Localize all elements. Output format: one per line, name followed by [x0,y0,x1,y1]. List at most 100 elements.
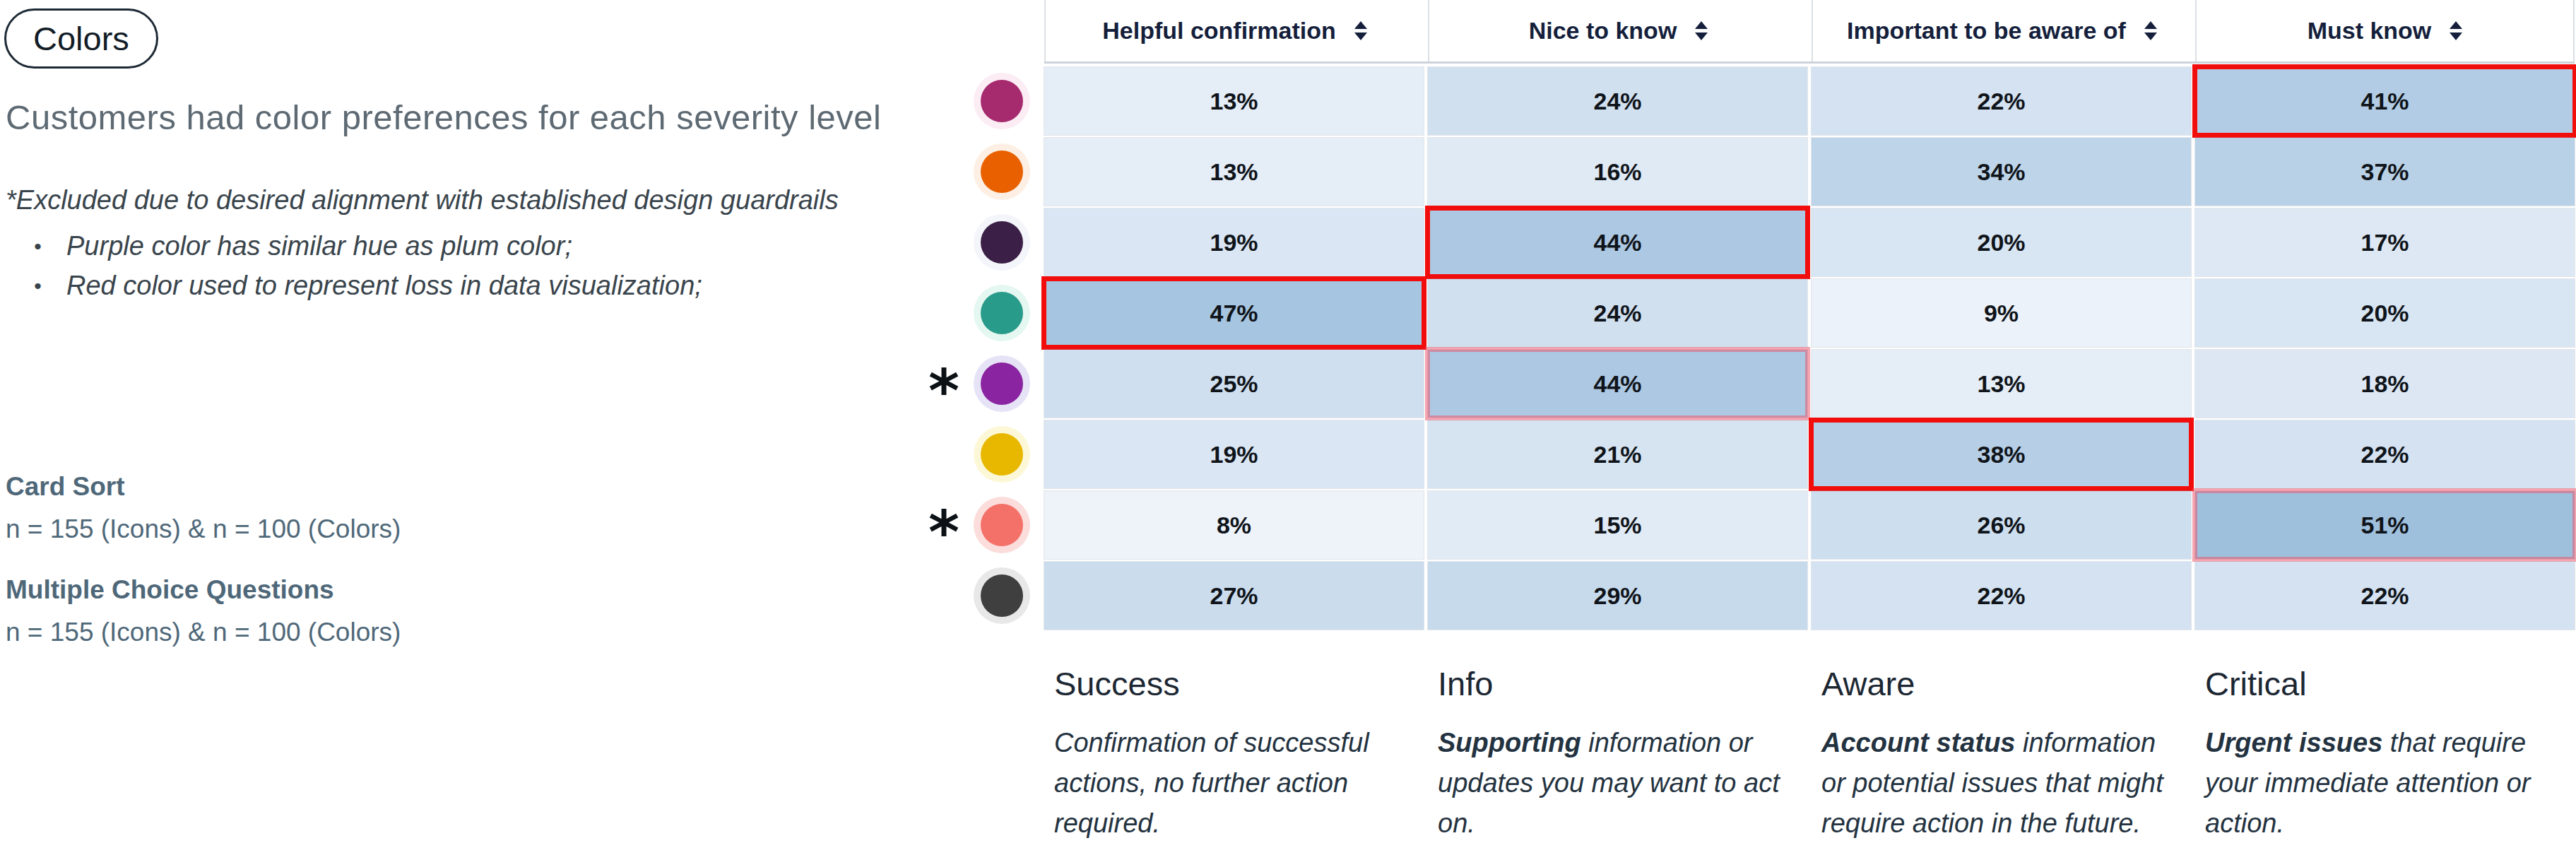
cell-plum-must-know: 17% [2195,208,2575,276]
sort-down-arrow-icon [2144,33,2157,40]
sort-down-arrow-icon [1695,33,1708,40]
sort-icon[interactable] [2450,21,2462,40]
table-row-berry: 13%24%22%41% [1044,67,2575,135]
sort-down-arrow-icon [1354,33,1367,40]
cell-purple-important-to-be-aware-of: 13% [1812,350,2191,418]
table-body: 13%24%22%41%13%16%34%37%19%44%20%17%47%2… [1044,67,2575,630]
cell-teal-must-know: 20% [2195,279,2575,347]
table-row-yellow: 19%21%38%22% [1044,420,2575,488]
sort-up-arrow-icon [1695,21,1708,29]
cell-berry-helpful-confirmation: 13% [1044,67,1424,135]
legend-success: Success Confirmation of successful action… [1044,664,1424,844]
cell-gray-helpful-confirmation: 27% [1044,562,1424,630]
legend-description: Urgent issues that require your immediat… [2205,723,2551,844]
legend-critical: Critical Urgent issues that require your … [2195,664,2575,844]
swatch-dot-red [981,504,1023,546]
method-sample-size: n = 155 (Icons) & n = 100 (Colors) [6,514,401,544]
color-swatch-gray [974,567,1030,624]
legend-title: Critical [2205,664,2575,703]
color-swatch-orange [974,143,1030,200]
color-swatch-yellow [974,426,1030,483]
cell-red-nice-to-know: 15% [1428,491,1807,559]
cell-plum-important-to-be-aware-of: 20% [1812,208,2191,276]
legend-title: Info [1438,664,1807,703]
legend-title: Success [1054,664,1424,703]
cell-yellow-important-to-be-aware-of-highlighted: 38% [1812,420,2191,488]
sort-icon[interactable] [1354,21,1367,40]
color-swatch-plum [974,214,1030,271]
slide-canvas: Colors Customers had color preferences f… [0,0,2576,855]
preference-heatmap-table: Helpful confirmation Nice to know Importan… [1044,0,2575,630]
cell-yellow-helpful-confirmation: 19% [1044,420,1424,488]
column-header-important-to-be-aware-of[interactable]: Important to be aware of [1812,0,2191,61]
sort-up-arrow-icon [2450,21,2462,29]
swatch-dot-purple [981,362,1023,405]
column-header-label: Nice to know [1529,17,1677,45]
cell-plum-nice-to-know-highlighted: 44% [1428,208,1807,276]
severity-legend: Success Confirmation of successful action… [1044,664,2575,844]
column-header-label: Must know [2308,17,2432,45]
legend-aware: Aware Account status information or poten… [1812,664,2191,844]
cell-orange-nice-to-know: 16% [1428,138,1807,206]
method-name-card-sort: Card Sort [6,472,401,502]
legend-description: Account status information or potential … [1821,723,2168,844]
cell-berry-nice-to-know: 24% [1428,67,1807,135]
swatch-dot-plum [981,221,1023,264]
cell-yellow-must-know: 22% [2195,420,2575,488]
legend-description: Confirmation of successful actions, no f… [1054,723,1400,844]
excluded-asterisk-purple: * [924,370,964,412]
cell-red-helpful-confirmation: 8% [1044,491,1424,559]
sort-icon[interactable] [2144,21,2157,40]
sort-up-arrow-icon [2144,21,2157,29]
swatch-dot-teal [981,292,1023,334]
bullet-dot: • [34,268,66,303]
exclusion-note-list: •Purple color has similar hue as plum co… [6,228,995,303]
cell-plum-helpful-confirmation: 19% [1044,208,1424,276]
exclusion-notes: *Excluded due to desired alignment with … [6,185,995,307]
legend-title: Aware [1821,664,2191,703]
section-tag-colors: Colors [4,8,158,69]
table-header-row: Helpful confirmation Nice to know Importan… [1044,0,2575,64]
cell-gray-nice-to-know: 29% [1428,562,1807,630]
cell-teal-helpful-confirmation-highlighted: 47% [1044,279,1424,347]
table-row-purple: 25%44%13%18% [1044,350,2575,418]
excluded-asterisk-red: * [924,511,964,553]
sort-down-arrow-icon [2450,33,2462,40]
exclusion-note-text: Purple color has similar hue as plum col… [66,228,572,264]
cell-orange-helpful-confirmation: 13% [1044,138,1424,206]
exclusion-note-item: •Red color used to represent loss in dat… [34,268,995,303]
cell-berry-must-know-highlighted: 41% [2195,67,2575,135]
column-header-helpful-confirmation[interactable]: Helpful confirmation [1044,0,1424,61]
method-name-multiple-choice-questions: Multiple Choice Questions [6,575,401,605]
swatch-dot-yellow [981,433,1023,476]
cell-teal-important-to-be-aware-of: 9% [1812,279,2191,347]
color-swatch-teal [974,285,1030,341]
cell-red-important-to-be-aware-of: 26% [1812,491,2191,559]
color-swatch-red [974,497,1030,553]
legend-info: InfoSupporting information or updates yo… [1428,664,1807,844]
page-title: Customers had color preferences for each… [6,98,1009,137]
column-header-must-know[interactable]: Must know [2195,0,2575,61]
section-tag-label: Colors [33,19,129,58]
exclusion-note-item: •Purple color has similar hue as plum co… [34,228,995,264]
color-swatch-purple [974,355,1030,412]
cell-gray-important-to-be-aware-of: 22% [1812,562,2191,630]
cell-berry-important-to-be-aware-of: 22% [1812,67,2191,135]
column-header-label: Important to be aware of [1847,17,2126,45]
cell-gray-must-know: 22% [2195,562,2575,630]
method-sample-size: n = 155 (Icons) & n = 100 (Colors) [6,618,401,647]
sort-icon[interactable] [1695,21,1708,40]
cell-yellow-nice-to-know: 21% [1428,420,1807,488]
table-row-red: 8%15%26%51% [1044,491,2575,559]
swatch-dot-gray [981,574,1023,617]
color-swatch-berry [974,73,1030,129]
cell-red-must-know-highlighted: 51% [2195,491,2575,559]
table-row-plum: 19%44%20%17% [1044,208,2575,276]
cell-purple-must-know: 18% [2195,350,2575,418]
column-header-nice-to-know[interactable]: Nice to know [1428,0,1807,61]
cell-orange-important-to-be-aware-of: 34% [1812,138,2191,206]
sort-up-arrow-icon [1354,21,1367,29]
methodology-block: Card Sort n = 155 (Icons) & n = 100 (Colo… [6,472,401,647]
cell-teal-nice-to-know: 24% [1428,279,1807,347]
swatch-dot-berry [981,80,1023,122]
